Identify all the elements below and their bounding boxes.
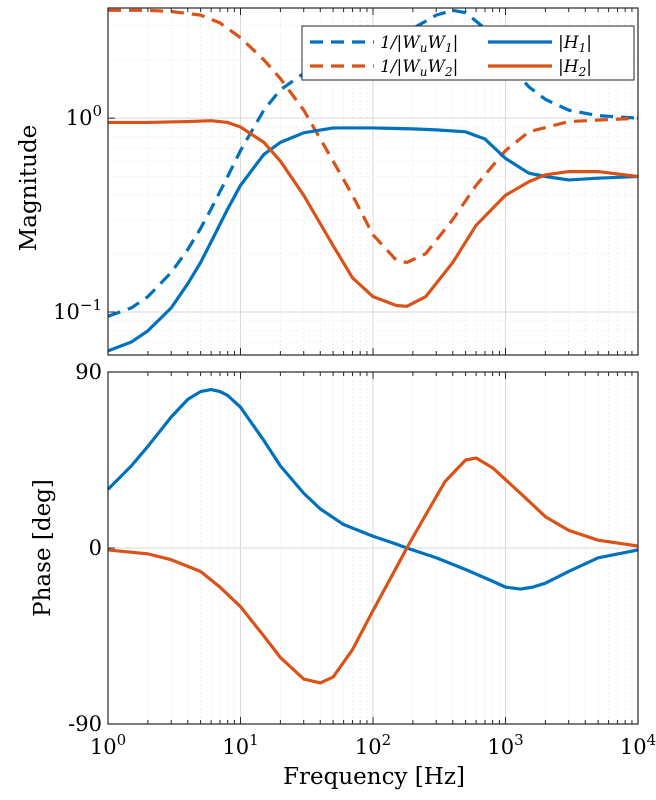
x-tick-label: 104 bbox=[620, 731, 656, 759]
magnitude-axis-label: Magnitude bbox=[16, 125, 42, 252]
phase-axis-label: Phase [deg] bbox=[30, 479, 56, 617]
x-tick-label: 100 bbox=[90, 731, 126, 759]
magnitude-series-0 bbox=[107, 8, 639, 318]
phase-lines bbox=[106, 388, 639, 685]
legend-entry-label: 1/|WuW1| bbox=[380, 33, 458, 55]
x-tick-label: 103 bbox=[487, 731, 523, 759]
phase-series-1 bbox=[107, 456, 639, 685]
magnitude-grid bbox=[107, 8, 639, 356]
y-tick-label: 0 bbox=[89, 536, 102, 560]
phase-ticks: 100 101 102 103 104 -90 0 90 bbox=[68, 360, 656, 759]
legend-entry-label: 1/|WuW2| bbox=[380, 57, 458, 79]
legend-box bbox=[301, 25, 635, 81]
x-tick-label: 101 bbox=[222, 731, 258, 759]
magnitude-plot: 10−1 100 1/|WuW1| |H1| 1/|WuW2| |H2| Magnitu… bbox=[16, 7, 639, 356]
x-tick-label: 102 bbox=[355, 731, 391, 759]
y-tick-label: 100 bbox=[66, 102, 102, 130]
phase-plot: 100 101 102 103 104 -90 0 90 Phase [deg] Freque… bbox=[30, 360, 656, 790]
legend: 1/|WuW1| |H1| 1/|WuW2| |H2| bbox=[301, 25, 635, 81]
legend-entry-label: |H2| bbox=[558, 57, 592, 79]
frequency-axis-label: Frequency [Hz] bbox=[283, 764, 465, 790]
magnitude-lines bbox=[107, 8, 639, 353]
y-tick-label: 10−1 bbox=[53, 296, 102, 324]
phase-series-0 bbox=[106, 388, 639, 591]
magnitude-series-3 bbox=[108, 119, 639, 308]
phase-grid bbox=[107, 371, 639, 725]
y-tick-label: 90 bbox=[75, 360, 102, 384]
magnitude-ticks: 10−1 100 bbox=[53, 8, 639, 355]
magnitude-series-2 bbox=[107, 126, 639, 353]
y-tick-label: -90 bbox=[68, 712, 102, 736]
legend-entry-label: |H1| bbox=[558, 33, 592, 55]
